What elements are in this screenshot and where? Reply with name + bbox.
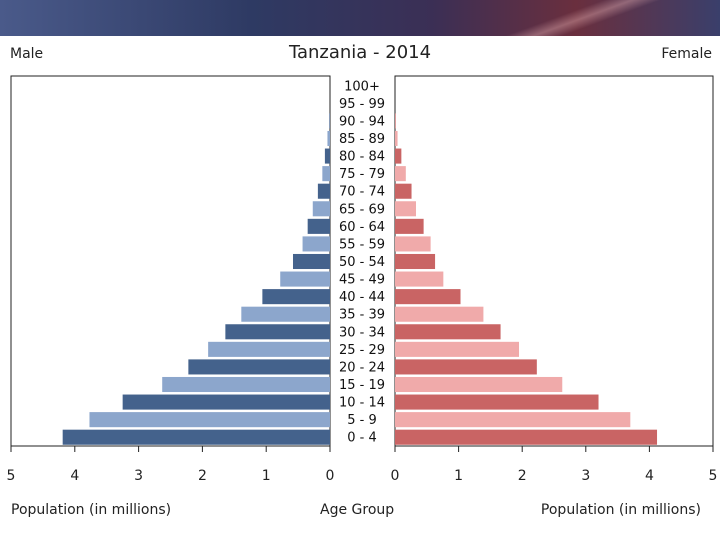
- female-label: Female: [661, 46, 712, 62]
- x-tick-label-male: 2: [198, 468, 207, 484]
- age-group-tick-label: 60 - 64: [339, 220, 385, 235]
- male-bar: [322, 166, 330, 182]
- male-bar: [262, 289, 330, 305]
- male-bar: [89, 412, 330, 428]
- male-bar: [302, 236, 330, 252]
- male-bar: [312, 201, 330, 217]
- x-tick-label-female: 3: [581, 468, 590, 484]
- chart-title: Tanzania - 2014: [288, 42, 432, 63]
- age-group-tick-label: 70 - 74: [339, 185, 385, 200]
- male-bar: [162, 376, 330, 393]
- age-group-tick-label: 40 - 44: [339, 290, 385, 305]
- y-axis-label-age-group: Age Group: [320, 502, 395, 518]
- male-bar: [122, 394, 331, 410]
- age-group-tick-label: 35 - 39: [339, 308, 385, 323]
- female-bar: [395, 183, 412, 199]
- x-axis-label-male: Population (in millions): [11, 502, 172, 518]
- male-bar: [324, 148, 330, 164]
- age-group-tick-label: 20 - 24: [339, 360, 385, 375]
- age-group-tick-label: 100+: [344, 79, 380, 94]
- female-bar: [395, 218, 424, 234]
- x-tick-label-male: 0: [326, 468, 335, 484]
- age-group-tick-label: 65 - 69: [339, 202, 385, 217]
- x-tick-label-female: 4: [645, 468, 654, 484]
- female-bar: [395, 376, 563, 393]
- age-group-tick-label: 80 - 84: [339, 150, 385, 165]
- age-group-tick-label: 15 - 19: [339, 378, 385, 393]
- age-group-tick-label: 85 - 89: [339, 132, 385, 147]
- age-group-tick-label: 50 - 54: [339, 255, 385, 270]
- female-bar: [395, 253, 436, 270]
- x-tick-label-female: 1: [454, 468, 463, 484]
- male-bar: [317, 183, 330, 199]
- female-bar: [395, 359, 537, 375]
- male-bar: [241, 306, 330, 322]
- age-group-tick-label: 55 - 59: [339, 237, 385, 252]
- female-bar: [395, 148, 402, 164]
- x-tick-label-female: 5: [709, 468, 718, 484]
- female-bar: [395, 201, 416, 217]
- x-axis-label-female: Population (in millions): [540, 502, 701, 518]
- female-bar: [395, 306, 484, 322]
- x-tick-label-female: 0: [391, 468, 400, 484]
- header-banner: [0, 0, 720, 36]
- male-bar: [307, 218, 330, 234]
- female-bar: [395, 271, 444, 287]
- age-group-tick-label: 75 - 79: [339, 167, 385, 182]
- female-bar: [395, 130, 398, 147]
- male-label: Male: [10, 46, 44, 62]
- male-bar: [329, 113, 330, 129]
- male-bar: [292, 253, 330, 270]
- female-bar: [395, 324, 501, 340]
- female-bar: [395, 289, 461, 305]
- x-tick-label-male: 5: [7, 468, 16, 484]
- age-group-tick-label: 95 - 99: [339, 97, 385, 112]
- age-group-tick-label: 5 - 9: [347, 413, 377, 428]
- x-tick-label-female: 2: [518, 468, 527, 484]
- female-bar: [395, 394, 599, 410]
- male-bar: [280, 271, 330, 287]
- male-bar: [188, 359, 330, 375]
- x-tick-label-male: 4: [70, 468, 79, 484]
- age-group-tick-label: 90 - 94: [339, 114, 385, 129]
- male-bar: [327, 130, 330, 147]
- male-bar: [208, 341, 330, 357]
- female-bar: [395, 166, 406, 182]
- age-group-tick-label: 25 - 29: [339, 343, 385, 358]
- age-group-tick-label: 30 - 34: [339, 325, 385, 340]
- female-bar: [395, 113, 396, 129]
- female-bar: [395, 341, 520, 357]
- age-group-tick-label: 10 - 14: [339, 396, 385, 411]
- age-group-tick-label: 0 - 4: [347, 431, 377, 446]
- x-tick-label-male: 1: [262, 468, 271, 484]
- age-group-tick-label: 45 - 49: [339, 273, 385, 288]
- banner-decoration: [460, 0, 720, 36]
- female-bar: [395, 412, 631, 428]
- x-tick-label-male: 3: [134, 468, 143, 484]
- male-bar: [225, 324, 330, 340]
- female-bar: [395, 236, 431, 252]
- male-bar: [62, 429, 330, 445]
- female-bar: [395, 429, 658, 445]
